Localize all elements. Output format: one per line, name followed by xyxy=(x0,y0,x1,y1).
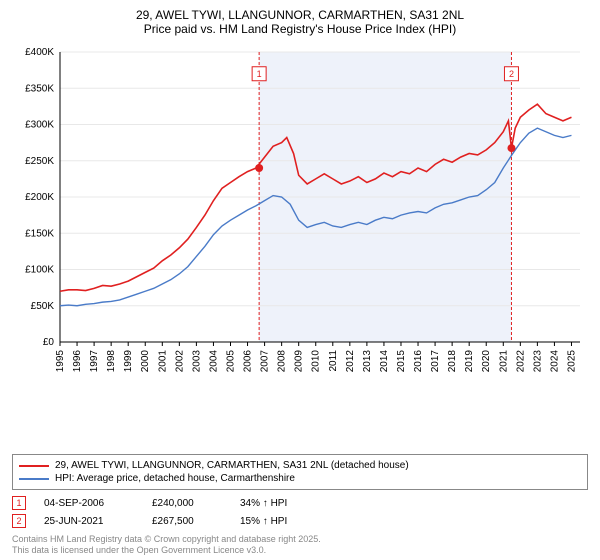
legend-box: 29, AWEL TYWI, LLANGUNNOR, CARMARTHEN, S… xyxy=(12,454,588,490)
legend-label: HPI: Average price, detached house, Carm… xyxy=(55,473,295,484)
svg-text:2012: 2012 xyxy=(345,350,356,373)
svg-text:2024: 2024 xyxy=(549,350,560,373)
sales-table: 1 04-SEP-2006 £240,000 34% ↑ HPI 2 25-JU… xyxy=(12,494,588,530)
chart-area: £0 £50K £100K £150K £200K £250K £300K £350K £400… xyxy=(12,42,588,450)
sale-price: £267,500 xyxy=(152,516,222,527)
svg-text:£300K: £300K xyxy=(25,120,54,131)
svg-text:2017: 2017 xyxy=(430,350,441,373)
svg-text:£50K: £50K xyxy=(31,301,55,312)
svg-text:2019: 2019 xyxy=(464,350,475,373)
svg-text:2003: 2003 xyxy=(191,350,202,373)
svg-text:1: 1 xyxy=(257,69,262,79)
legend-swatch xyxy=(19,465,49,467)
svg-text:£250K: £250K xyxy=(25,156,54,167)
legend-label: 29, AWEL TYWI, LLANGUNNOR, CARMARTHEN, S… xyxy=(55,460,409,471)
sale-date: 04-SEP-2006 xyxy=(44,498,134,509)
svg-text:2020: 2020 xyxy=(481,350,492,373)
title-block: 29, AWEL TYWI, LLANGUNNOR, CARMARTHEN, S… xyxy=(12,8,588,36)
svg-text:2016: 2016 xyxy=(413,350,424,373)
svg-text:£0: £0 xyxy=(43,337,55,348)
sale-row: 1 04-SEP-2006 £240,000 34% ↑ HPI xyxy=(12,494,588,512)
sale-delta: 34% ↑ HPI xyxy=(240,498,320,509)
svg-text:2005: 2005 xyxy=(225,350,236,373)
svg-text:2006: 2006 xyxy=(243,350,254,373)
svg-text:2008: 2008 xyxy=(277,350,288,373)
legend-item-property: 29, AWEL TYWI, LLANGUNNOR, CARMARTHEN, S… xyxy=(19,459,581,472)
line-chart-svg: £0 £50K £100K £150K £200K £250K £300K £350K £400… xyxy=(12,42,588,382)
sale-row: 2 25-JUN-2021 £267,500 15% ↑ HPI xyxy=(12,512,588,530)
legend-swatch xyxy=(19,478,49,480)
svg-text:2022: 2022 xyxy=(515,350,526,373)
license-text: Contains HM Land Registry data © Crown c… xyxy=(12,534,588,556)
chart-container: 29, AWEL TYWI, LLANGUNNOR, CARMARTHEN, S… xyxy=(0,0,600,560)
sale-date: 25-JUN-2021 xyxy=(44,516,134,527)
sale-badge: 1 xyxy=(12,496,26,510)
license-line: Contains HM Land Registry data © Crown c… xyxy=(12,534,588,545)
svg-text:2010: 2010 xyxy=(311,350,322,373)
sale-delta: 15% ↑ HPI xyxy=(240,516,320,527)
svg-text:£200K: £200K xyxy=(25,192,54,203)
svg-text:1999: 1999 xyxy=(123,350,134,373)
svg-text:2015: 2015 xyxy=(396,350,407,373)
svg-text:1997: 1997 xyxy=(89,350,100,373)
svg-text:2007: 2007 xyxy=(260,350,271,373)
title-main: 29, AWEL TYWI, LLANGUNNOR, CARMARTHEN, S… xyxy=(12,8,588,22)
sale-price: £240,000 xyxy=(152,498,222,509)
svg-text:£350K: £350K xyxy=(25,83,54,94)
svg-text:£100K: £100K xyxy=(25,265,54,276)
license-line: This data is licensed under the Open Gov… xyxy=(12,545,588,556)
svg-text:2014: 2014 xyxy=(379,350,390,373)
svg-text:2000: 2000 xyxy=(140,350,151,373)
svg-text:2001: 2001 xyxy=(157,350,168,373)
svg-text:2025: 2025 xyxy=(566,350,577,373)
svg-text:2009: 2009 xyxy=(294,350,305,373)
legend-item-hpi: HPI: Average price, detached house, Carm… xyxy=(19,472,581,485)
svg-text:2013: 2013 xyxy=(362,350,373,373)
svg-text:2011: 2011 xyxy=(328,350,339,372)
title-sub: Price paid vs. HM Land Registry's House … xyxy=(12,22,588,36)
svg-text:2: 2 xyxy=(509,69,514,79)
sale-badge: 2 xyxy=(12,514,26,528)
svg-text:£400K: £400K xyxy=(25,47,54,58)
svg-text:1995: 1995 xyxy=(55,350,66,373)
svg-text:2018: 2018 xyxy=(447,350,458,373)
svg-text:1998: 1998 xyxy=(106,350,117,373)
svg-text:2004: 2004 xyxy=(208,350,219,373)
svg-text:2023: 2023 xyxy=(532,350,543,373)
svg-text:2002: 2002 xyxy=(174,350,185,373)
svg-text:1996: 1996 xyxy=(72,350,83,373)
svg-text:2021: 2021 xyxy=(498,350,509,373)
svg-text:£150K: £150K xyxy=(25,228,54,239)
